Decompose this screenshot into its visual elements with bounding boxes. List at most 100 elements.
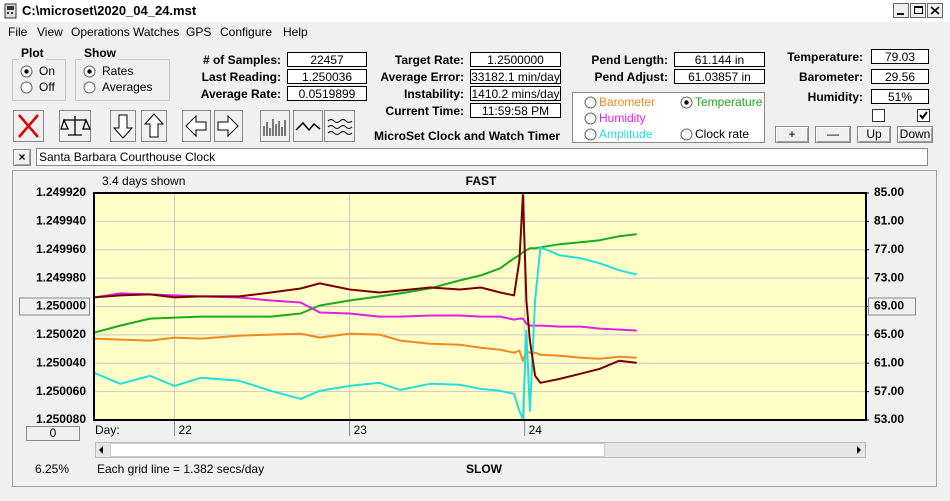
series-line [94,332,637,362]
radio-button[interactable] [83,65,96,78]
menu-item[interactable]: GPS [186,25,212,39]
button[interactable]: + [775,126,809,143]
right-button[interactable] [214,110,243,142]
radio-button[interactable] [20,65,33,78]
app-title: MicroSet Clock and Watch Timer [374,129,561,143]
group-title: Show [82,45,118,61]
field-value: 51% [871,89,929,104]
close-clock-button[interactable]: × [13,149,31,166]
menu-item[interactable]: Configure [220,25,273,39]
series-option[interactable] [680,96,693,109]
field-value: 61.144 in [674,52,765,67]
top-label: FAST [466,174,497,188]
y-tick-label: 1.249980 [36,270,86,284]
field-value: 11:59:58 PM [470,103,561,118]
field-value: 29.56 [871,69,929,84]
scale-button[interactable] [59,110,92,142]
field-label: Last Reading: [201,70,281,84]
group-box [75,59,170,101]
y-tick-label: 1.249960 [36,242,86,256]
field-value: 1.2500000 [470,52,561,67]
y2-tick-label: 77.00 [874,242,904,256]
menu-item[interactable]: File [8,25,28,39]
y-tick-label: 1.250000 [36,299,86,313]
y2-tick-label: 53.00 [874,412,904,426]
y-tick-label: 1.250080 [36,412,86,426]
y2-tick-label: 69.00 [874,299,904,313]
waves-button[interactable] [324,110,355,142]
clear-button[interactable] [13,110,44,142]
down-button[interactable] [110,110,136,142]
radio-label[interactable]: Averages [102,80,153,94]
field-value: 61.03857 in [674,69,765,84]
button[interactable]: — [815,126,851,143]
field-label: Barometer: [798,70,863,84]
bottom-label: SLOW [466,462,503,476]
field-label: Current Time: [385,104,464,118]
radio-button[interactable] [83,81,96,94]
y2-tick-label: 85.00 [874,185,904,199]
button[interactable]: Down [897,126,933,143]
series-option-label[interactable]: Temperature [695,95,763,109]
radio-label[interactable]: On [39,64,56,78]
tick-button [868,297,916,316]
menu-item[interactable]: Help [283,25,308,39]
x-axis-label: Day: [95,423,120,437]
up-button[interactable] [141,110,167,142]
series-option-label[interactable]: Clock rate [695,127,750,141]
checkbox[interactable] [917,109,930,122]
x-tick-label: 24 [529,423,543,437]
series-option[interactable] [584,112,597,125]
series-option[interactable] [584,96,597,109]
series-option-label[interactable]: Humidity [599,111,646,125]
y-tick-label: 1.250020 [36,327,86,341]
series-option-label[interactable]: Barometer [599,95,656,109]
field-label: Pend Adjust: [594,70,668,84]
wave-button[interactable] [293,110,323,142]
app-icon [4,3,17,19]
y2-tick-label: 65.00 [874,327,904,341]
series-option-label[interactable]: Amplitude [599,127,653,141]
left-button[interactable] [182,110,211,142]
zoom-level: 6.25% [35,462,69,476]
field-label: # of Samples: [202,53,281,67]
field-label: Target Rate: [394,53,464,67]
bars-button[interactable] [260,110,290,142]
toolbar [13,110,355,142]
days-shown: 3.4 days shown [102,174,185,188]
title-bar [0,0,950,22]
y-tick-label: 1.249920 [36,185,86,199]
field-value: 33182.1 min/day [470,69,561,84]
series-line [94,194,637,384]
series-option[interactable] [584,128,597,141]
clock-name: Santa Barbara Courthouse Clock [36,148,928,166]
x-tick-label: 23 [354,423,368,437]
field-value: 0.0519899 [287,86,367,101]
radio-button[interactable] [20,81,33,94]
menu-item[interactable]: View [37,25,63,39]
field-label: Instability: [403,87,464,101]
window-controls[interactable] [893,3,945,19]
radio-label[interactable]: Off [39,80,55,94]
series-option[interactable] [680,128,693,141]
field-value: 22457 [287,52,367,67]
y-tick-label: 1.249940 [36,214,86,228]
field-label: Average Rate: [200,87,281,101]
radio-label[interactable]: Rates [102,64,134,78]
offset-button [26,426,80,441]
window-title: C:\microset\2020_04_24.mst [22,3,197,18]
options-box [572,92,765,143]
tick-button [19,297,90,316]
scroll-left [99,446,103,454]
group-title: Plot [19,45,46,61]
series-line [94,233,637,334]
menu-item[interactable]: Watches [133,25,180,39]
y2-tick-label: 73.00 [874,270,904,284]
menu-item[interactable]: Operations [71,25,130,39]
button[interactable]: Up [857,126,891,143]
field-value: 79.03 [871,49,929,64]
checkbox[interactable] [872,109,885,122]
plot-frame [93,192,867,421]
